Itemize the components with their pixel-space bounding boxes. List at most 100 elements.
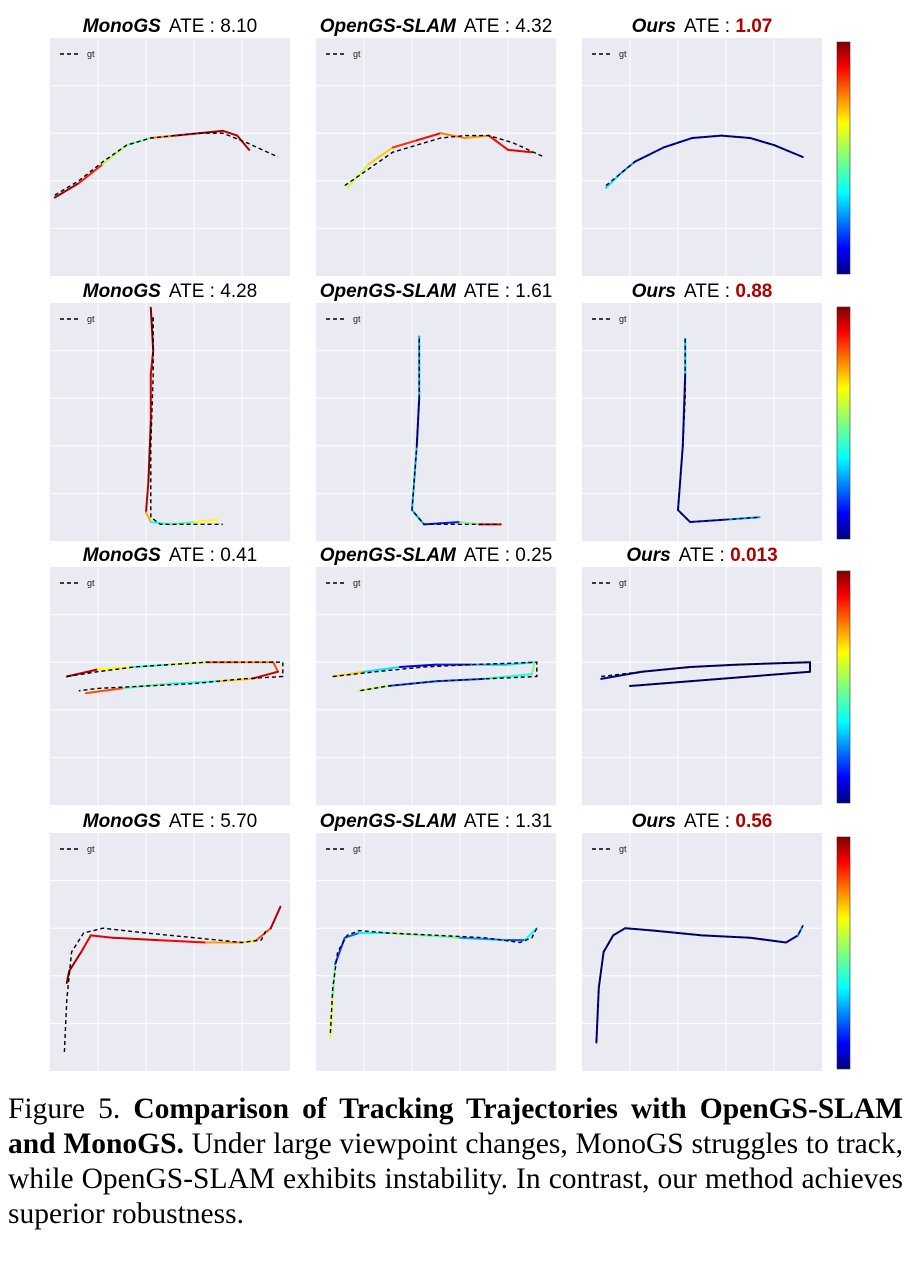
estimated-trajectory-segment [272,661,279,673]
legend-gt-label: gt [353,49,361,59]
ate-label: ATE : [684,281,735,302]
method-name: MonoGS [83,281,161,302]
trajectory-panel: gt MonoGS ATE : 5.70 [50,811,290,1071]
panel-title: Ours ATE : 1.07 [632,16,773,37]
ate-label: ATE : [684,16,735,37]
ate-value: 1.31 [515,811,552,832]
method-name: OpenGS-SLAM [320,16,457,37]
panel-title: Ours ATE : 0.013 [626,545,777,566]
ate-value: 4.32 [515,16,552,37]
trajectory-panel: gt Ours ATE : 0.56 [582,811,822,1071]
estimated-trajectory-segment [523,927,538,942]
estimated-trajectory-segment [463,134,490,139]
ate-value: 0.25 [515,545,552,566]
panel-title: MonoGS ATE : 5.70 [83,811,257,832]
ate-value: 0.88 [735,281,772,302]
estimated-trajectory-segment [363,665,401,673]
estimated-trajectory-segment [77,163,104,185]
estimated-trajectory-segment [157,939,207,944]
trajectory-panel: gt MonoGS ATE : 0.41 [50,545,290,805]
ate-label: ATE : [464,545,515,566]
ground-truth-trajectory [54,132,279,196]
estimated-trajectory-segment [53,182,80,199]
panel-title: OpenGS-SLAM ATE : 1.31 [320,811,553,832]
estimated-trajectory-segment [85,687,123,695]
method-name: Ours [626,545,670,566]
ground-truth-trajectory [150,317,223,525]
plot-background [582,303,822,541]
estimated-trajectory-segment [399,663,437,668]
ate-label: ATE : [464,281,515,302]
plot-background [316,303,556,541]
ground-truth-trajectory [329,927,538,1033]
panel-title: OpenGS-SLAM ATE : 0.25 [320,545,553,566]
estimated-trajectory-segment [531,661,536,676]
estimated-trajectory-segment [483,673,533,680]
method-name: OpenGS-SLAM [320,281,457,302]
legend-gt-label: gt [619,314,627,324]
error-colorbar [836,41,851,275]
error-colorbar [836,306,851,540]
plot-background [582,833,822,1071]
estimated-trajectory-segment [677,444,684,512]
trajectory-panel: gt MonoGS ATE : 8.10 [50,16,290,276]
method-name: OpenGS-SLAM [320,545,457,566]
ate-label: ATE : [684,811,735,832]
plot-background [50,567,290,805]
ate-value: 0.41 [220,545,257,566]
plot-background [582,567,822,805]
error-colorbar [836,836,851,1070]
ate-value: 0.013 [730,545,778,566]
estimated-trajectory-segment [411,509,425,526]
estimated-trajectory-segment [68,951,83,973]
panel-title: OpenGS-SLAM ATE : 4.32 [320,16,553,37]
ate-label: ATE : [679,545,730,566]
ground-truth-trajectory [332,661,538,692]
estimated-trajectory-segment [89,934,114,939]
estimated-trajectory-segment [236,134,251,151]
trajectory-panel: gt Ours ATE : 0.013 [582,545,822,805]
estimated-trajectory-segment [459,520,481,526]
trajectory-panel: gt OpenGS-SLAM ATE : 1.61 [316,281,556,541]
trajectory-panel: gt Ours ATE : 0.88 [582,281,822,541]
estimated-trajectory-segment [149,134,176,139]
estimated-trajectory-segment [149,306,155,352]
legend-gt-label: gt [619,578,627,588]
plot-background [316,833,556,1071]
trajectory-panel: gt MonoGS ATE : 4.28 [50,281,290,541]
ate-label: ATE : [464,811,515,832]
legend-gt-label: gt [87,314,95,324]
ate-value: 0.56 [735,811,772,832]
trajectory-panel: gt OpenGS-SLAM ATE : 1.31 [316,811,556,1071]
estimated-trajectory-segment [343,931,361,939]
ground-truth-trajectory [63,927,267,1053]
caption-title: Comparison of Tracking Trajectories with… [8,1093,904,1160]
ate-label: ATE : [464,16,515,37]
estimated-trajectory-segment [600,670,643,680]
ate-label: ATE : [169,811,220,832]
panel-title: OpenGS-SLAM ATE : 1.61 [320,281,553,302]
estimated-trajectory-segment [145,480,150,514]
ate-label: ATE : [169,545,220,566]
caption-label: Figure 5. [8,1093,121,1125]
estimated-trajectory-segment [415,132,442,142]
method-name: Ours [632,16,676,37]
estimated-trajectory-segment [411,444,418,512]
panel-title: Ours ATE : 0.88 [632,281,773,302]
ground-truth-trajectory [344,134,545,187]
ground-truth-trajectory [601,661,811,687]
plot-background [50,38,290,276]
estimated-trajectory-segment [439,132,466,139]
ate-label: ATE : [169,281,220,302]
trajectory-panel: gt OpenGS-SLAM ATE : 4.32 [316,16,556,276]
estimated-trajectory-segment [193,518,219,523]
method-name: Ours [632,281,676,302]
estimated-trajectory-segment [197,129,224,135]
figure-caption: Figure 5. Comparison of Tracking Traject… [8,1092,903,1232]
legend-gt-label: gt [353,844,361,854]
plot-grid: gt MonoGS ATE : 8.10 gt OpenGS-SLAM ATE : 4.3… [50,16,851,1071]
estimated-trajectory-segment [65,668,99,678]
error-colorbar [836,570,851,804]
ground-truth-trajectory [605,134,804,187]
